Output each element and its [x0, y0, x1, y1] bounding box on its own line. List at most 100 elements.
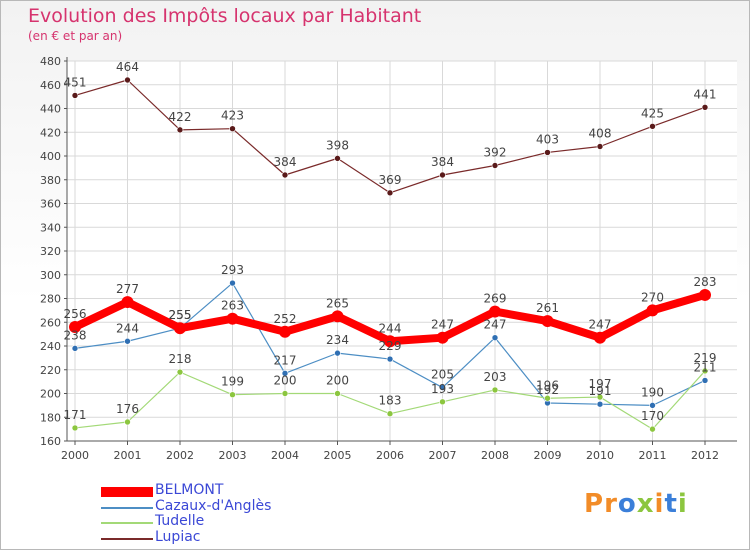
data-label: 247: [589, 318, 612, 332]
data-point: [489, 305, 501, 318]
data-point: [71, 424, 79, 432]
data-point: [71, 345, 79, 352]
data-label: 205: [431, 368, 454, 382]
logo-letter: t: [664, 489, 678, 519]
data-label: 270: [641, 290, 664, 304]
data-label: 244: [116, 321, 139, 335]
data-label: 269: [484, 292, 507, 306]
data-point: [596, 400, 604, 408]
y-tick-label: 260: [40, 316, 61, 329]
chart-title: Evolution des Impôts locaux par Habitant: [28, 5, 422, 27]
chart-subtitle: (en € et par an): [28, 29, 123, 43]
data-label: 255: [169, 308, 192, 322]
data-label: 384: [431, 155, 454, 169]
data-label: 422: [169, 110, 192, 124]
data-point: [279, 325, 291, 338]
data-point: [229, 391, 236, 398]
data-label: 256: [64, 307, 87, 321]
data-label: 197: [589, 377, 612, 391]
x-tick-label: 2012: [691, 449, 719, 462]
data-point: [701, 367, 709, 375]
x-tick-label: 2007: [429, 449, 457, 462]
data-point: [71, 92, 79, 99]
data-label: 176: [116, 402, 139, 416]
data-label: 464: [116, 60, 139, 74]
x-tick-label: 2004: [271, 449, 299, 462]
data-label: 200: [274, 374, 297, 388]
data-label: 183: [379, 394, 402, 408]
data-point: [439, 171, 446, 179]
data-point: [386, 410, 394, 417]
data-label: 265: [326, 296, 349, 310]
y-tick-label: 360: [40, 198, 61, 211]
logo-letter: r: [604, 489, 618, 519]
data-point: [646, 304, 659, 317]
data-point: [386, 355, 394, 363]
data-label: 199: [221, 375, 244, 389]
data-label: 423: [221, 109, 244, 123]
data-point: [281, 370, 289, 377]
data-point: [174, 322, 186, 335]
data-point: [229, 279, 236, 287]
data-point: [439, 384, 446, 391]
data-point: [124, 337, 131, 345]
data-point: [124, 418, 131, 426]
y-tick-label: 300: [40, 269, 61, 282]
y-tick-label: 380: [40, 174, 61, 187]
x-tick-label: 2001: [114, 449, 142, 462]
y-tick-label: 280: [40, 293, 61, 306]
legend-label: BELMONT: [155, 482, 224, 498]
y-tick-label: 200: [40, 388, 61, 401]
x-tick-label: 2005: [324, 449, 352, 462]
logo-letter: x: [636, 489, 655, 519]
data-point: [439, 398, 446, 406]
legend-swatch: [101, 538, 153, 540]
data-label: 171: [64, 408, 87, 422]
data-label: 196: [536, 378, 559, 392]
data-point: [541, 315, 554, 328]
logo-letter: P: [584, 489, 605, 519]
data-point: [491, 334, 499, 341]
data-label: 193: [431, 382, 454, 396]
data-label: 441: [694, 87, 717, 101]
data-point: [699, 288, 711, 301]
data-label: 293: [221, 263, 244, 277]
x-tick-label: 2000: [61, 449, 89, 462]
data-label: 200: [326, 374, 349, 388]
data-point: [596, 143, 604, 150]
data-point: [596, 393, 604, 401]
logo-letter: i: [654, 489, 665, 519]
data-label: 369: [379, 173, 402, 187]
data-point: [436, 331, 449, 344]
y-tick-label: 320: [40, 245, 61, 258]
data-point: [176, 126, 184, 134]
legend-label: Cazaux-d'Anglès: [155, 498, 272, 514]
data-point: [281, 171, 289, 179]
x-tick-label: 2008: [481, 449, 509, 462]
data-point: [544, 149, 551, 156]
data-point: [491, 386, 499, 394]
data-point: [229, 125, 236, 132]
data-label: 263: [221, 299, 244, 313]
data-label: 234: [326, 333, 349, 347]
data-label: 211: [694, 360, 717, 374]
data-point: [334, 349, 341, 357]
data-label: 192: [536, 383, 559, 397]
data-label: 170: [641, 409, 664, 423]
data-label: 451: [64, 75, 87, 89]
data-point: [121, 296, 134, 309]
data-point: [384, 335, 396, 348]
data-label: 261: [536, 301, 559, 315]
x-tick-label: 2009: [534, 449, 562, 462]
data-point: [594, 331, 606, 344]
data-label: 403: [536, 132, 559, 146]
data-label: 283: [694, 275, 717, 289]
data-label: 392: [484, 146, 507, 160]
data-label: 398: [326, 138, 349, 152]
legend-label: Lupiac: [155, 529, 201, 545]
data-point: [701, 104, 709, 111]
x-tick-label: 2011: [639, 449, 667, 462]
x-tick-label: 2003: [219, 449, 247, 462]
data-point: [334, 390, 341, 397]
